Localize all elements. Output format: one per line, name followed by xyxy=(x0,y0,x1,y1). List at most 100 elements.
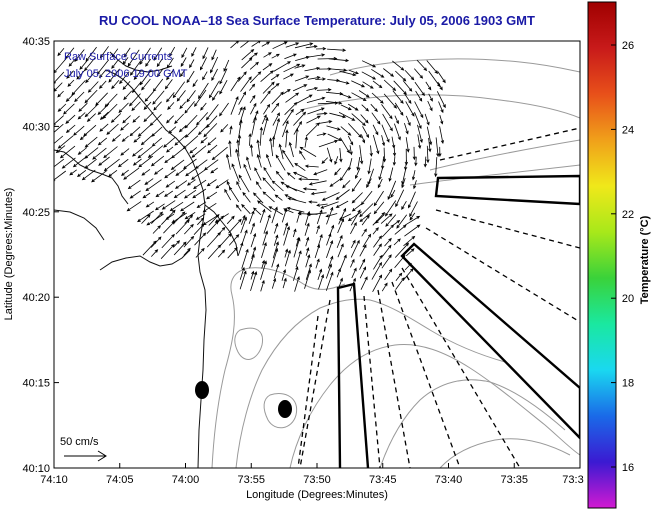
current-vector-arrow xyxy=(256,200,272,213)
current-vector-arrow xyxy=(150,155,165,167)
current-vector-arrow xyxy=(192,188,207,199)
current-vector-arrow xyxy=(72,125,85,136)
current-vector-arrow xyxy=(211,68,218,82)
current-vector-arrow xyxy=(65,92,76,102)
current-vector-arrow xyxy=(250,222,255,235)
current-vector-arrow xyxy=(144,178,154,185)
current-vector-arrow xyxy=(132,158,142,166)
current-vector-arrow xyxy=(236,181,242,191)
current-vector-arrow xyxy=(151,249,159,257)
current-vector-arrow xyxy=(184,101,195,114)
current-vector-arrow xyxy=(316,132,327,136)
current-vector-arrow xyxy=(285,129,289,148)
current-vector-arrow xyxy=(359,145,364,165)
current-vector-arrow xyxy=(316,209,323,225)
current-vector-arrow xyxy=(194,159,208,169)
current-vector-arrow xyxy=(194,89,207,107)
current-vector-arrow xyxy=(426,126,433,146)
current-vector-arrow xyxy=(359,203,374,218)
current-vector-arrow xyxy=(220,124,229,133)
current-vector-arrow xyxy=(170,159,185,171)
current-vector-arrow xyxy=(327,78,341,83)
current-vector-arrow xyxy=(250,232,257,248)
current-vector-arrow xyxy=(263,166,272,181)
current-vector-arrow xyxy=(197,217,205,226)
current-vector-arrow xyxy=(347,135,354,146)
current-vector-arrow xyxy=(373,254,383,270)
current-vector-arrow xyxy=(405,101,415,117)
current-vector-arrow xyxy=(412,146,416,161)
current-vector-arrow xyxy=(54,82,63,92)
current-vector-arrow xyxy=(248,133,252,146)
current-vector-arrow xyxy=(186,179,196,186)
current-vector-arrow xyxy=(137,210,154,223)
current-vector-arrow xyxy=(263,52,272,58)
current-vector-arrow xyxy=(236,139,240,157)
current-vector-arrow xyxy=(239,266,245,280)
current-vector-arrow xyxy=(403,235,416,247)
map-layers: Raw Surface Currents July 05, 2006 19:00… xyxy=(54,41,580,468)
current-vector-arrow xyxy=(282,149,294,168)
current-vector-arrow xyxy=(313,169,328,176)
current-vector-arrow xyxy=(373,243,382,256)
current-vector-arrow xyxy=(153,47,163,61)
current-vector-arrow xyxy=(342,180,351,189)
current-vector-arrow xyxy=(242,191,251,203)
current-vector-arrow xyxy=(66,70,74,79)
current-vector-arrow xyxy=(381,244,392,258)
current-vector-arrow xyxy=(287,197,307,204)
current-vector-arrow xyxy=(193,179,207,190)
current-vector-arrow xyxy=(394,123,401,141)
current-vector-arrow xyxy=(294,162,306,172)
current-vector-arrow xyxy=(152,90,165,105)
current-vector-arrow xyxy=(372,274,383,292)
current-vector-arrow xyxy=(174,180,188,189)
current-vector-arrow xyxy=(294,64,306,69)
current-vector-arrow xyxy=(72,155,88,168)
current-vector-arrow xyxy=(193,223,205,235)
current-vector-arrow xyxy=(308,200,318,204)
current-vector-arrow xyxy=(361,60,377,68)
current-vector-arrow xyxy=(165,180,176,188)
current-vector-arrow xyxy=(260,260,267,280)
plot-background xyxy=(54,41,580,468)
current-vector-arrow xyxy=(199,57,207,71)
current-vector-arrow xyxy=(326,206,334,225)
current-vector-arrow xyxy=(293,111,307,126)
current-vector-arrow xyxy=(308,180,327,186)
current-vector-arrow xyxy=(326,233,332,246)
current-vector-arrow xyxy=(84,136,98,148)
current-vector-arrow xyxy=(152,225,162,234)
current-vector-arrow xyxy=(227,247,238,259)
current-vector-arrow xyxy=(361,71,377,80)
current-vector-arrow xyxy=(384,237,392,247)
current-vector-arrow xyxy=(306,96,326,103)
current-vector-arrow xyxy=(249,94,256,104)
x-tick-label: 73:3 xyxy=(562,474,583,486)
current-vector-arrow xyxy=(160,243,175,259)
current-vector-arrow xyxy=(67,79,75,87)
current-vector-arrow xyxy=(382,113,393,132)
current-vector-arrow xyxy=(256,153,262,168)
current-vector-arrow xyxy=(133,136,141,143)
current-vector-arrow xyxy=(224,188,232,201)
colorbar-tick-label: 20 xyxy=(622,293,634,305)
current-vector-arrow xyxy=(284,53,297,60)
x-tick-label: 74:00 xyxy=(172,474,200,486)
colorbar-tick-label: 22 xyxy=(622,209,634,221)
current-vector-arrow xyxy=(185,168,196,177)
current-vector-arrow xyxy=(271,91,284,105)
current-vector-arrow xyxy=(121,135,129,142)
current-vector-arrow xyxy=(394,242,409,258)
legend-line1: Raw Surface Currents xyxy=(64,51,173,63)
current-vector-arrow xyxy=(120,122,129,131)
current-vector-arrow xyxy=(228,140,232,157)
current-vector-arrow xyxy=(203,123,218,138)
current-vector-arrow xyxy=(390,189,396,198)
current-vector-arrow xyxy=(339,137,350,154)
current-vector-arrow xyxy=(183,247,191,256)
current-vector-arrow xyxy=(387,180,397,201)
current-vector-arrow xyxy=(438,101,444,114)
current-vector-arrow xyxy=(278,143,284,160)
current-vector-arrow xyxy=(361,134,366,144)
